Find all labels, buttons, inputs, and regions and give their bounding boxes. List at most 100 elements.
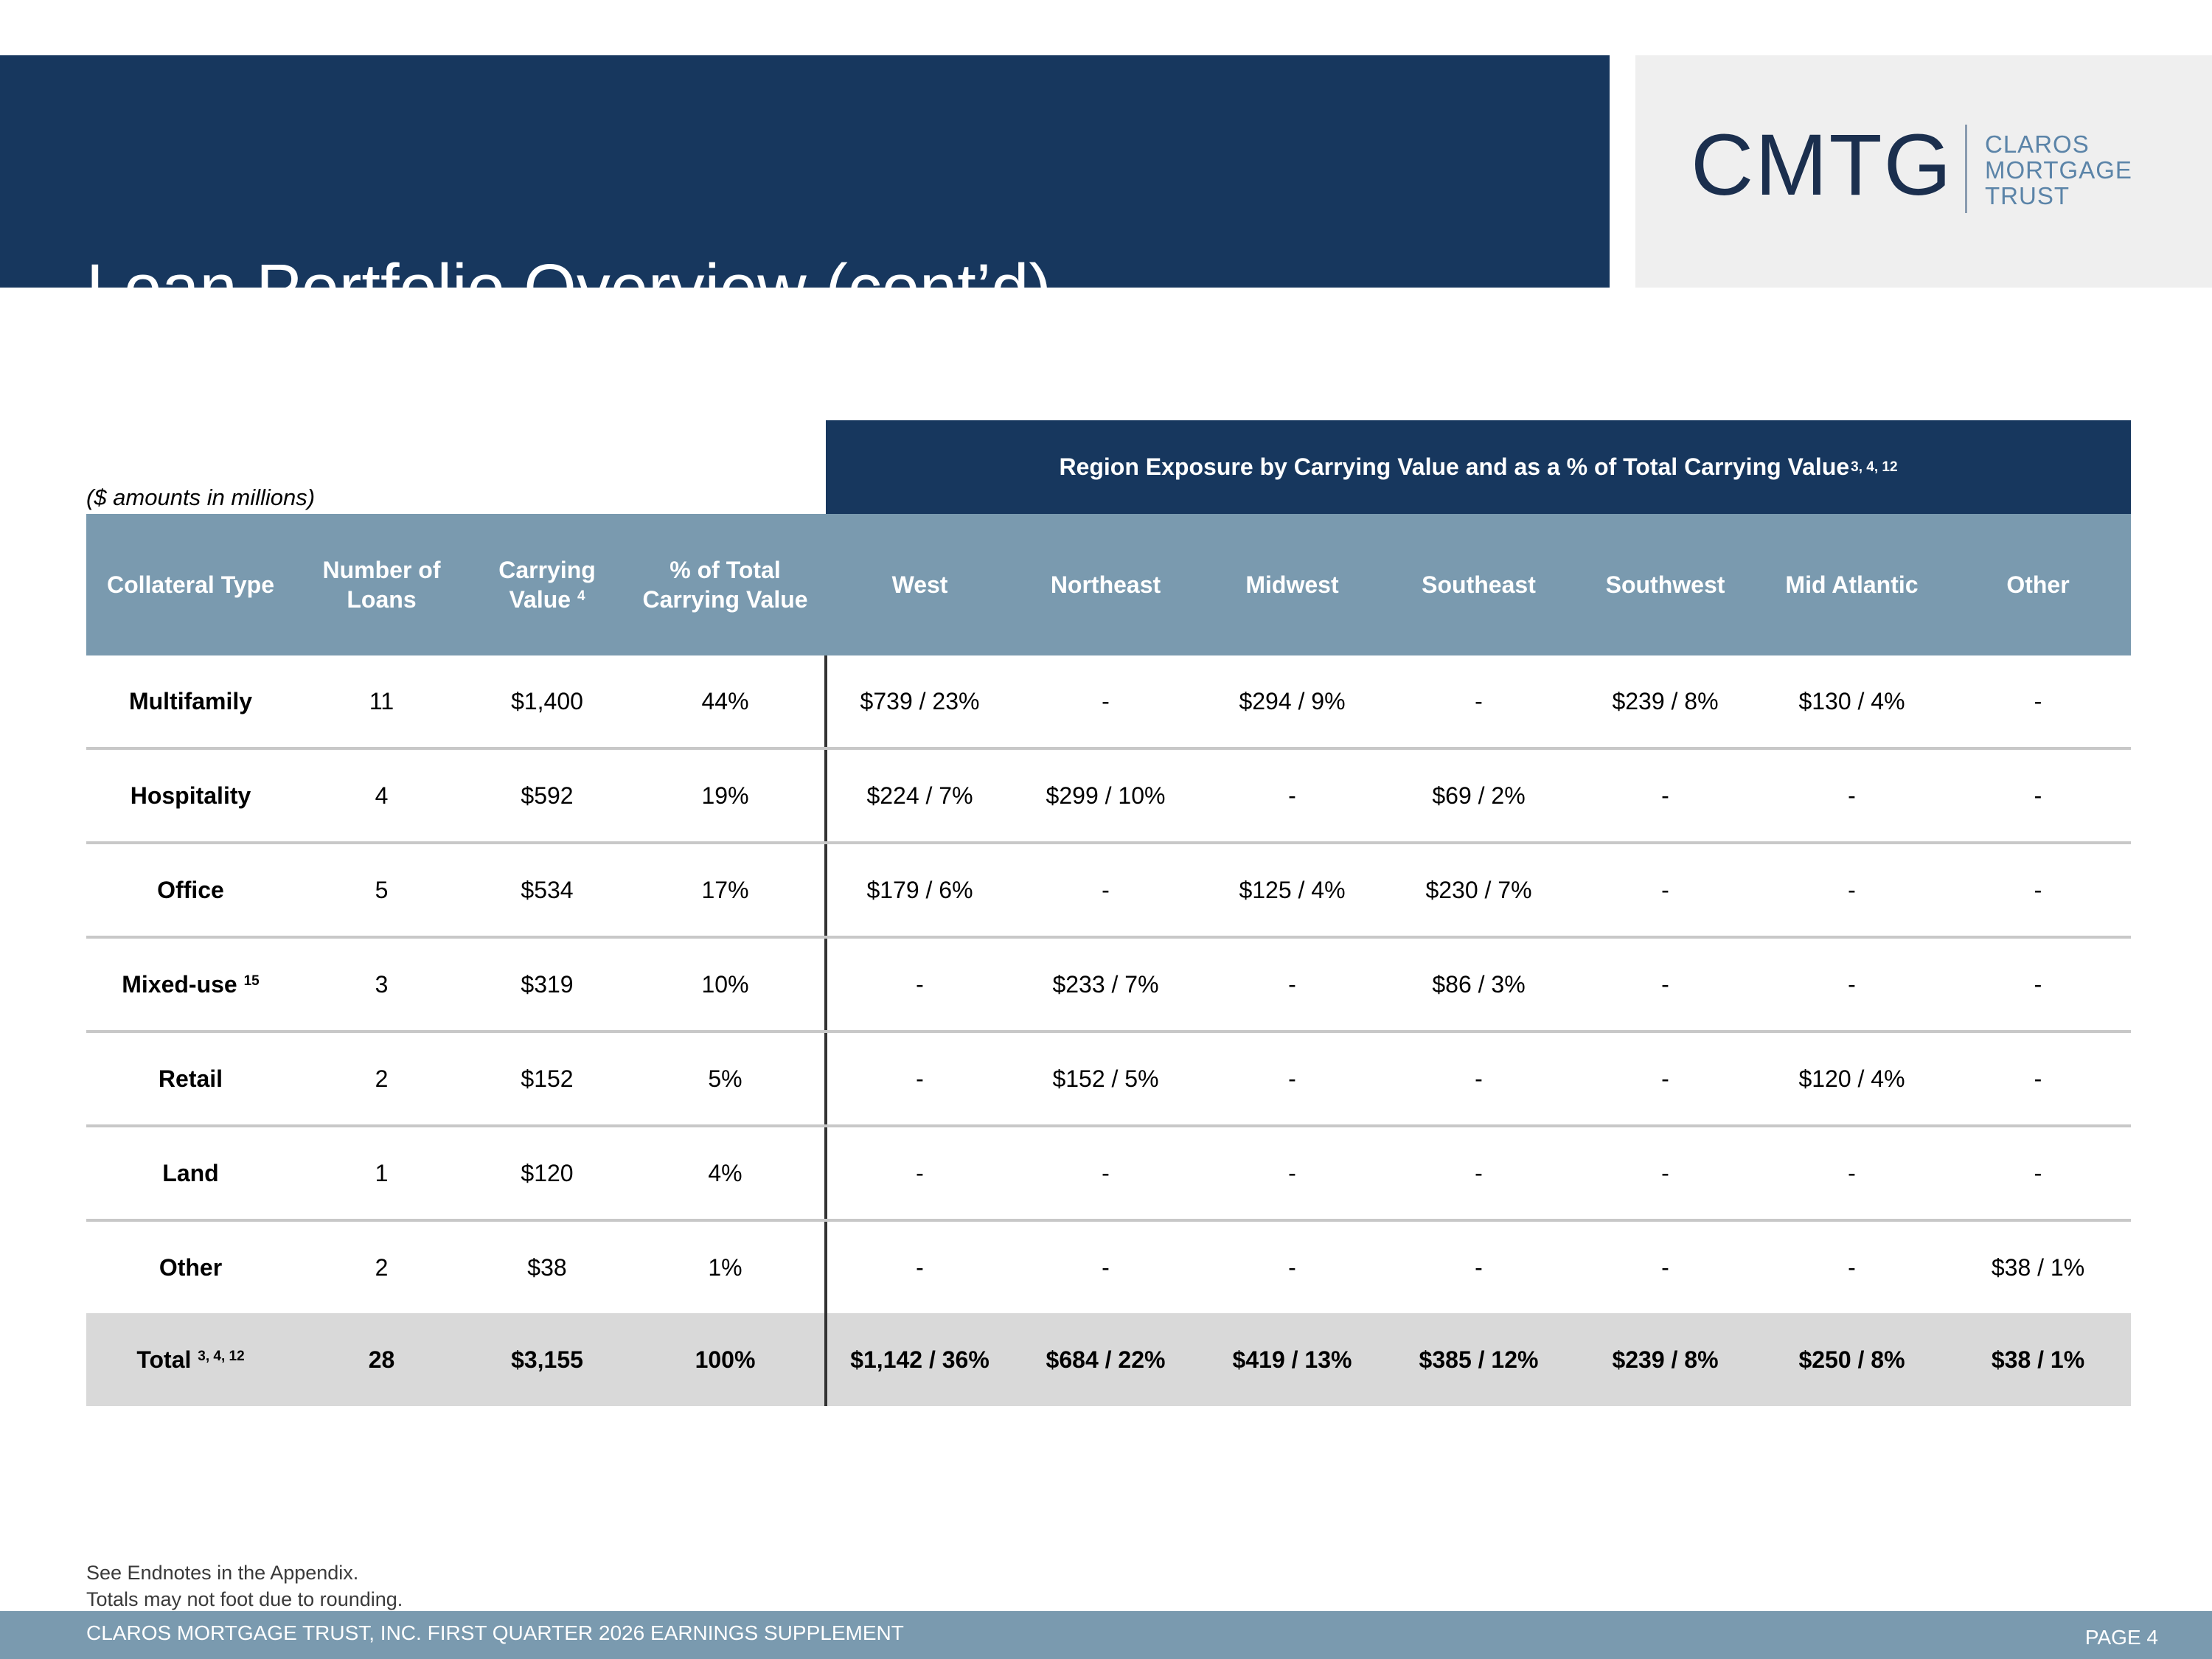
col-header-other: Other — [1945, 514, 2131, 655]
region-southwest-value: - — [1572, 843, 1759, 939]
region-southeast-value: - — [1385, 655, 1572, 750]
region-other-value: - — [1945, 748, 2131, 844]
total-pct: 100% — [626, 1313, 827, 1406]
footnote-line: See Endnotes in the Appendix. — [86, 1562, 359, 1584]
region-northeast-value: - — [1012, 843, 1199, 939]
region-midwest-value: - — [1199, 748, 1385, 844]
table-row: Mixed-use 15 3 $319 10% - $233 / 7% - $86 / 3% -… — [86, 937, 2131, 1033]
footnote-ref: 3, 4, 12 — [1851, 459, 1898, 475]
region-northeast-value: - — [1102, 1253, 1110, 1281]
footnote-line: Totals may not foot due to rounding. — [86, 1588, 403, 1610]
carrying-value: $534 — [468, 843, 626, 939]
logo-name-line: CLAROS — [1985, 131, 2090, 158]
number-of-loans: 11 — [295, 655, 468, 750]
number-of-loans: 2 — [295, 1032, 468, 1127]
region-other-value: - — [1945, 655, 2131, 750]
footnote-ref: 3, 4, 12 — [198, 1348, 245, 1364]
col-header-line: Carrying — [498, 557, 596, 583]
carrying-value: $592 — [468, 748, 626, 844]
number-of-loans: 1 — [295, 1126, 468, 1222]
total-loans: 28 — [295, 1313, 468, 1406]
total-row: Total 3, 4, 12 28 $3,155 100% $1,142 / 3… — [86, 1313, 2131, 1406]
region-west-value: $224 / 7% — [826, 748, 1012, 844]
collateral-type-cell: Office — [86, 843, 295, 939]
total-region-other: $38 / 1% — [1945, 1313, 2131, 1406]
region-southeast-value: $230 / 7% — [1385, 843, 1572, 939]
collateral-type-cell: Multifamily — [86, 655, 295, 750]
region-southwest-value: - — [1572, 1126, 1759, 1222]
region-southwest-value: $239 / 8% — [1572, 655, 1759, 750]
region-mid-atlantic-value: - — [1759, 843, 1945, 939]
region-exposure-header: Region Exposure by Carrying Value and as… — [826, 420, 2131, 514]
collateral-type: Retail — [158, 1065, 223, 1092]
table-row: Retail 2 $152 5% - $152 / 5% - - - $120 / 4% - — [86, 1032, 2131, 1127]
col-header-line: Loans — [347, 586, 417, 613]
page-title: Loan Portfolio Overview (cont’d) — [86, 251, 1052, 326]
col-header-number-of-loans: Number of Loans — [295, 514, 468, 655]
table-body: Multifamily 11 $1,400 44% $739 / 23% - $294 / … — [86, 655, 2131, 1313]
footnote-ref: 4 — [577, 588, 585, 604]
region-midwest-value: $294 / 9% — [1199, 655, 1385, 750]
region-southeast-value: - — [1385, 1126, 1572, 1222]
col-header-line: Number of — [322, 557, 441, 583]
footer-document-title: CLAROS MORTGAGE TRUST, INC. FIRST QUARTE… — [86, 1621, 904, 1644]
pct-total-carrying-value: 1% — [626, 1220, 827, 1313]
pct-total-carrying-value: 19% — [626, 748, 827, 844]
region-midwest-value: - — [1199, 1032, 1385, 1127]
total-region-west: $1,142 / 36% — [826, 1313, 1012, 1406]
total-region-southeast: $385 / 12% — [1385, 1313, 1572, 1406]
logo-mark: CMTG — [1691, 116, 1953, 214]
col-header-southeast: Southeast — [1385, 514, 1572, 655]
col-header-midwest: Midwest — [1199, 514, 1385, 655]
collateral-type-cell: Other — [86, 1220, 295, 1313]
region-west-value: - — [826, 1126, 1012, 1222]
pct-total-carrying-value: 4% — [626, 1126, 827, 1222]
col-header-southwest: Southwest — [1572, 514, 1759, 655]
number-of-loans: 3 — [295, 937, 468, 1033]
col-header-pct-total: % of Total Carrying Value — [626, 514, 827, 655]
region-southeast-value: - — [1475, 1253, 1483, 1281]
carrying-value: $1,400 — [468, 655, 626, 750]
table-row: Land 1 $120 4% - - - - - - - — [86, 1126, 2131, 1222]
region-other-value: - — [1945, 937, 2131, 1033]
col-header-carrying-value: Carrying Value 4 — [468, 514, 626, 655]
region-northeast-value: - — [1012, 655, 1199, 750]
region-northeast-value: $233 / 7% — [1012, 937, 1199, 1033]
logo-name-line: MORTGAGE — [1985, 156, 2132, 184]
total-carrying-value: $3,155 — [468, 1313, 626, 1406]
region-other-value: - — [1945, 843, 2131, 939]
region-other-value: $38 / 1% — [1991, 1253, 2085, 1281]
region-west-value: $179 / 6% — [826, 843, 1012, 939]
table-row: Office 5 $534 17% $179 / 6% - $125 / 4% $230 / … — [86, 843, 2131, 939]
total-region-northeast: $684 / 22% — [1012, 1313, 1199, 1406]
pct-total-carrying-value: 44% — [626, 655, 827, 750]
title-band: Loan Portfolio Overview (cont’d) — [0, 55, 1610, 322]
region-west-value: $739 / 23% — [826, 655, 1012, 750]
table-row: Hospitality 4 $592 19% $224 / 7% $299 / 10% - $… — [86, 748, 2131, 844]
carrying-value: $38 — [527, 1253, 567, 1281]
carrying-value: $319 — [468, 937, 626, 1033]
region-midwest-value: $125 / 4% — [1199, 843, 1385, 939]
collateral-type-cell: Land — [86, 1126, 295, 1222]
pct-total-carrying-value: 5% — [626, 1032, 827, 1127]
company-logo: CMTG CLAROS MORTGAGE TRUST — [1635, 55, 2212, 288]
region-midwest-value: - — [1199, 937, 1385, 1033]
region-midwest-value: - — [1288, 1253, 1296, 1281]
logo-company-name: CLAROS MORTGAGE TRUST — [1985, 131, 2132, 209]
units-note: ($ amounts in millions) — [86, 484, 316, 510]
table-row: Other 2 $38 1% - - - - - - $38 / 1% — [86, 1220, 2131, 1313]
col-header-northeast: Northeast — [1012, 514, 1199, 655]
region-southeast-value: $69 / 2% — [1385, 748, 1572, 844]
region-southeast-value: - — [1385, 1032, 1572, 1127]
collateral-type: Mixed-use — [122, 970, 237, 998]
region-exposure-label: Region Exposure by Carrying Value and as… — [1059, 453, 1850, 480]
col-header-line: % of Total — [669, 557, 781, 583]
collateral-type-cell: Hospitality — [86, 748, 295, 844]
logo-name-line: TRUST — [1985, 182, 2070, 209]
collateral-type-cell: Mixed-use 15 — [86, 937, 295, 1033]
carrying-value: $152 — [468, 1032, 626, 1127]
carrying-value: $120 — [468, 1126, 626, 1222]
region-mid-atlantic-value: $130 / 4% — [1759, 655, 1945, 750]
region-northeast-value: $299 / 10% — [1012, 748, 1199, 844]
col-header-mid-atlantic: Mid Atlantic — [1759, 514, 1945, 655]
